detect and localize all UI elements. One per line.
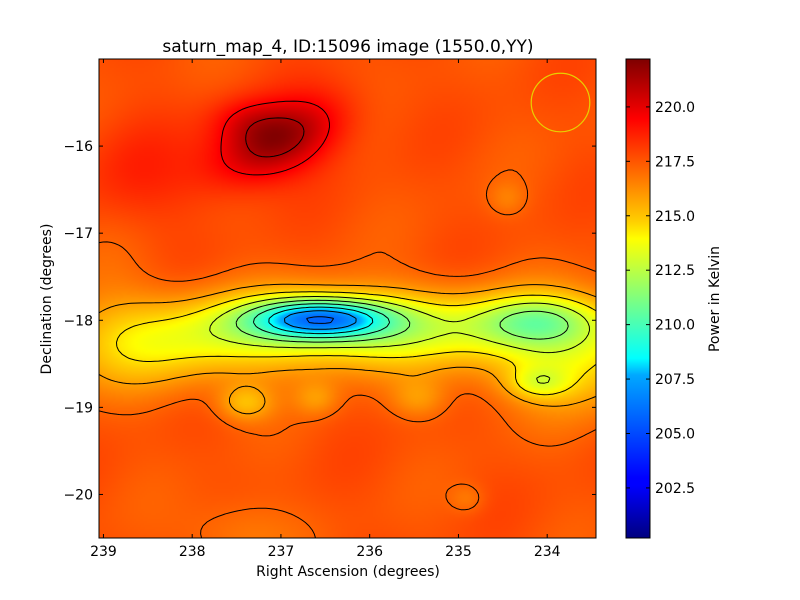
colorbar-tick-label: 212.5: [655, 263, 695, 279]
x-tick-label: 237: [268, 544, 295, 560]
contour-level-10: [245, 117, 305, 158]
colorbar-ticks: 202.5 205.0 207.5 210.0 212.5 215.0 217.5 220.0: [626, 100, 695, 497]
y-axis-label: Declination (degrees): [39, 224, 55, 375]
colorbar-gradient: [625, 58, 651, 539]
x-tick-label: 236: [356, 544, 383, 560]
contour-level-4: [235, 299, 569, 343]
x-tick-label: 239: [90, 544, 117, 560]
chart-title: saturn_map_4, ID:15096 image (1550.0,YY): [162, 37, 533, 57]
x-tick-label: 234: [534, 544, 561, 560]
y-tick-label: −17: [63, 226, 93, 242]
y-axis-ticks: −16 −17 −18 −19 −20: [63, 139, 596, 503]
contour-level-8: [99, 169, 596, 538]
colorbar-tick-label: 217.5: [655, 154, 695, 170]
heatmap-image: [99, 59, 596, 538]
colorbar-tick-label: 210.0: [655, 318, 695, 334]
x-axis-ticks: 239 238 237 236 235 234: [90, 59, 561, 560]
x-tick-label: 238: [179, 544, 206, 560]
colorbar-label: Power in Kelvin: [707, 246, 723, 352]
contour-lines: [99, 100, 596, 538]
contour-level-6: [116, 291, 596, 396]
contour-level-7: [99, 283, 596, 415]
beam-marker: [530, 72, 591, 133]
contour-level-1: [284, 310, 357, 330]
colorbar-tick-label: 205.0: [655, 426, 695, 442]
contour-level-5: [209, 296, 590, 384]
plot-frame: [98, 58, 597, 539]
colorbar: 202.5 205.0 207.5 210.0 212.5 215.0 217.5 220.0…: [625, 58, 723, 539]
x-axis-label: Right Ascension (degrees): [256, 564, 440, 580]
colorbar-tick-label: 207.5: [655, 372, 695, 388]
x-tick-label: 235: [445, 544, 472, 560]
y-tick-label: −20: [63, 487, 93, 503]
colorbar-tick-label: 220.0: [655, 100, 695, 116]
y-tick-label: −18: [63, 313, 93, 329]
contour-level-0: [306, 316, 335, 324]
contour-level-3: [252, 303, 391, 339]
contour-level-9: [220, 100, 330, 176]
contour-level-2: [268, 306, 374, 335]
colorbar-tick-label: 202.5: [655, 481, 695, 497]
y-tick-label: −19: [63, 400, 93, 416]
plot-area: 239 238 237 236 235 234 −16 −17 −18 −19 −20: [63, 58, 597, 560]
colorbar-tick-label: 215.0: [655, 209, 695, 225]
y-tick-label: −16: [63, 139, 93, 155]
